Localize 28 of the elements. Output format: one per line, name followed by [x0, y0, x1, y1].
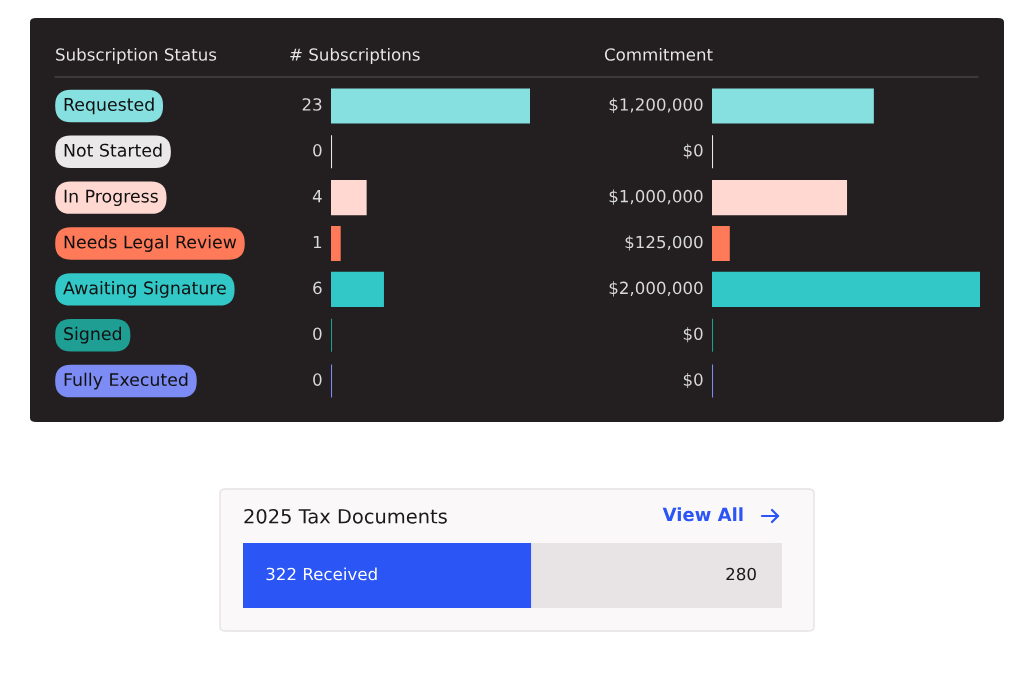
data-label: $2,000,000: [609, 281, 703, 297]
data-label: 23: [302, 98, 322, 111]
y-tick-label: Fully Executed: [64, 372, 188, 390]
y-tick-label: In Progress: [64, 189, 158, 207]
data-label: 6: [313, 281, 322, 295]
data-label: 0: [313, 327, 322, 341]
data-label: $0: [683, 143, 703, 159]
data-label: 0: [313, 373, 322, 386]
y-tick-label: Signed: [64, 326, 121, 344]
data-label: 280: [726, 567, 756, 581]
data-label: $0: [683, 373, 703, 389]
y-tick-label: Requested: [64, 97, 154, 115]
data-label: 322 Received: [266, 567, 377, 581]
y-axis-title: Subscription Status: [56, 47, 217, 65]
data-label: $0: [683, 327, 703, 343]
y-tick-label: Needs Legal Review: [64, 235, 237, 252]
text: View All: [662, 507, 743, 522]
data-label: $1,000,000: [609, 189, 703, 205]
data-label: 1: [313, 235, 322, 249]
chart-title: Commitment: [604, 47, 713, 61]
y-tick-label: Awaiting Signature: [63, 280, 226, 298]
chart-title: # Subscriptions: [290, 47, 420, 65]
y-tick-label: Not Started: [64, 143, 162, 157]
data-label: 0: [313, 144, 322, 157]
chart-title: 2025 Tax Documents: [244, 508, 447, 524]
data-label: 4: [312, 190, 322, 203]
data-label: $125,000: [625, 235, 703, 251]
data-label: $1,200,000: [609, 97, 703, 113]
